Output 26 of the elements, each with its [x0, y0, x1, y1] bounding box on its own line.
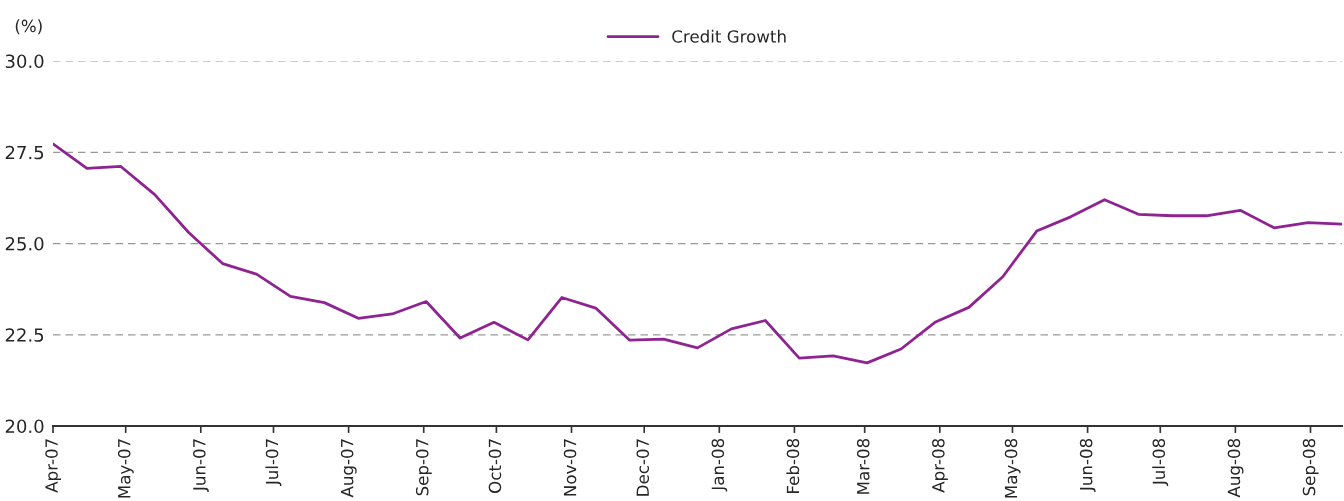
x-tick-label: Apr-08 — [932, 438, 948, 493]
x-tick-label: Oct-07 — [488, 439, 502, 493]
x-tick-label: Jul-08 — [1152, 438, 1169, 486]
x-tick-label: Jul-07 — [265, 439, 282, 486]
y-tick-label: 27.5 — [5, 145, 44, 160]
x-tick-label: Feb-08 — [786, 438, 800, 493]
x-tick-label: Mar-08 — [856, 438, 870, 494]
x-tick-label: Dec-07 — [636, 439, 650, 496]
x-tick-label: Sep-08 — [1302, 438, 1319, 496]
x-tick-label: Jun-08 — [1079, 438, 1096, 492]
x-tick-label: Apr-07 — [45, 439, 62, 493]
y-tick-label: 22.5 — [5, 328, 44, 342]
legend-label: Credit Growth — [672, 29, 786, 43]
y-axis-title: (%) — [15, 19, 42, 35]
y-tick-label: 30.0 — [5, 54, 44, 69]
x-tick-label: Aug-08 — [1227, 438, 1244, 498]
x-tick-label: Sep-07 — [415, 439, 432, 496]
x-tick-label: Aug-07 — [340, 439, 357, 498]
x-tick-label: May-07 — [117, 439, 134, 498]
x-tick-label: Nov-07 — [563, 439, 577, 496]
x-tick-label: Jan-08 — [711, 438, 728, 492]
y-tick-label: 20.0 — [5, 419, 44, 434]
y-tick-label: 25.0 — [5, 236, 44, 251]
x-tick-label: Jun-07 — [193, 439, 209, 492]
line-series — [53, 142, 1342, 365]
x-tick-label: May-08 — [1004, 438, 1021, 498]
